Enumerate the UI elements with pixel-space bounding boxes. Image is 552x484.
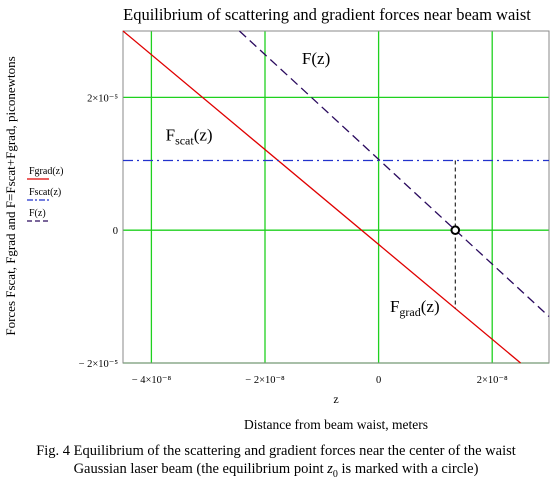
annotation-base: F bbox=[390, 297, 399, 316]
equilibrium-point-marker bbox=[450, 225, 461, 235]
y-tick-label: 0 bbox=[113, 226, 118, 237]
annotation-tail: (z) bbox=[194, 126, 213, 145]
y-axis-label: Forces Fscat, Fgrad and F=Fscat+Fgrad, p… bbox=[3, 56, 18, 335]
x-tick-label: − 4×10⁻⁸ bbox=[132, 375, 172, 386]
annotation-sub: grad bbox=[399, 305, 420, 319]
y-tick-label: − 2×10⁻⁵ bbox=[79, 359, 119, 370]
legend-label-2: F(z) bbox=[29, 208, 46, 219]
caption-line-1: Fig. 4 Equilibrium of the scattering and… bbox=[36, 443, 516, 459]
plot-area-border bbox=[122, 30, 550, 364]
annotation-0: F(z) bbox=[302, 49, 330, 68]
series-line-0 bbox=[122, 30, 522, 364]
x-tick-label: 2×10⁻⁸ bbox=[477, 375, 508, 386]
x-tick-label: 0 bbox=[376, 375, 381, 386]
figure-caption: Fig. 4 Equilibrium of the scattering and… bbox=[0, 442, 552, 484]
caption-line-2: Gaussian laser beam (the equilibrium poi… bbox=[73, 461, 479, 480]
x-axis-label: Distance from beam waist, meters bbox=[244, 417, 428, 432]
annotations: F(z)Fscat(z)Fgrad(z) bbox=[166, 49, 440, 319]
chart-title: Equilibrium of scattering and gradient f… bbox=[123, 5, 531, 24]
legend: Fgrad(z) Fscat(z) F(z) bbox=[27, 166, 63, 222]
annotation-tail: (z) bbox=[421, 297, 440, 316]
legend-label-0: Fgrad(z) bbox=[29, 166, 63, 177]
tick-labels: − 4×10⁻⁸ − 2×10⁻⁸ 0 2×10⁻⁸ 2×10⁻⁵ 0 − 2×10⁻⁵ bbox=[79, 93, 508, 386]
y-tick-label: 2×10⁻⁵ bbox=[87, 93, 118, 104]
x-axis-variable: z bbox=[333, 392, 338, 406]
chart: Equilibrium of scattering and gradient f… bbox=[3, 5, 550, 432]
annotation-base: F bbox=[166, 126, 175, 145]
annotation-1: Fscat(z) bbox=[166, 126, 213, 148]
legend-label-1: Fscat(z) bbox=[29, 187, 61, 198]
annotation-sub: scat bbox=[175, 134, 194, 148]
series-lines bbox=[122, 30, 550, 364]
grid bbox=[123, 31, 549, 364]
annotation-2: Fgrad(z) bbox=[390, 297, 440, 319]
x-tick-label: − 2×10⁻⁸ bbox=[245, 375, 285, 386]
series-line-2 bbox=[238, 30, 550, 317]
